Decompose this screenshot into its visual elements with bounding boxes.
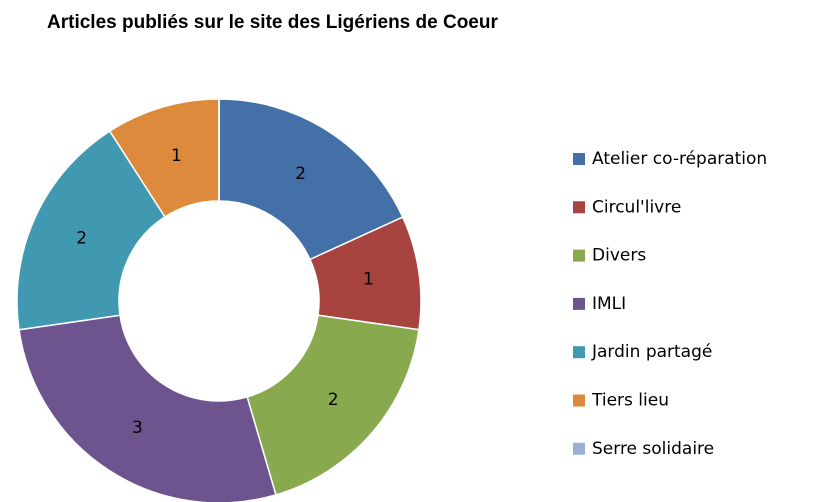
data-label: 1 bbox=[171, 146, 182, 166]
legend-label: Divers bbox=[592, 246, 646, 266]
legend-swatch bbox=[573, 153, 585, 165]
legend-swatch bbox=[573, 297, 585, 310]
donut-slice bbox=[16, 130, 166, 331]
data-label: 3 bbox=[132, 418, 143, 438]
legend-swatch bbox=[573, 201, 585, 214]
donut-slice bbox=[18, 314, 277, 502]
donut-slice bbox=[246, 314, 420, 496]
legend-label: Atelier co-réparation bbox=[592, 149, 767, 169]
data-label: 2 bbox=[295, 164, 306, 184]
legend-label: Circul'livre bbox=[592, 197, 681, 217]
legend-swatch bbox=[573, 394, 585, 407]
chart-title: Articles publiés sur le site des Ligérie… bbox=[47, 12, 498, 33]
donut-slice bbox=[218, 98, 404, 261]
data-label: 2 bbox=[328, 390, 339, 410]
legend-label: IMLI bbox=[592, 294, 626, 314]
legend-swatch bbox=[573, 249, 585, 262]
legend-swatch bbox=[573, 442, 585, 455]
data-label: 2 bbox=[76, 228, 87, 248]
legend-label: Tiers lieu bbox=[591, 391, 669, 411]
legend-label: Serre solidaire bbox=[592, 439, 714, 459]
legend-label: Jardin partagé bbox=[591, 342, 712, 362]
legend-swatch bbox=[573, 346, 585, 359]
data-label: 1 bbox=[363, 270, 374, 290]
